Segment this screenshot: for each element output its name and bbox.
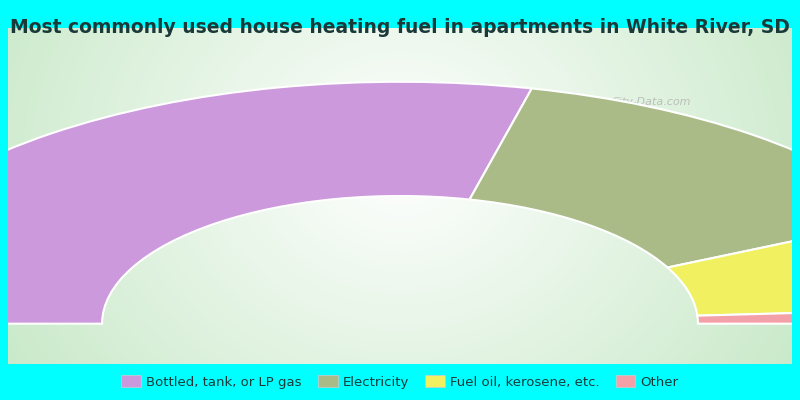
Text: City-Data.com: City-Data.com: [611, 97, 690, 107]
Wedge shape: [470, 88, 800, 268]
Wedge shape: [698, 308, 800, 324]
Wedge shape: [667, 217, 800, 316]
Wedge shape: [0, 82, 532, 324]
Text: Most commonly used house heating fuel in apartments in White River, SD: Most commonly used house heating fuel in…: [10, 18, 790, 37]
Legend: Bottled, tank, or LP gas, Electricity, Fuel oil, kerosene, etc., Other: Bottled, tank, or LP gas, Electricity, F…: [116, 370, 684, 394]
